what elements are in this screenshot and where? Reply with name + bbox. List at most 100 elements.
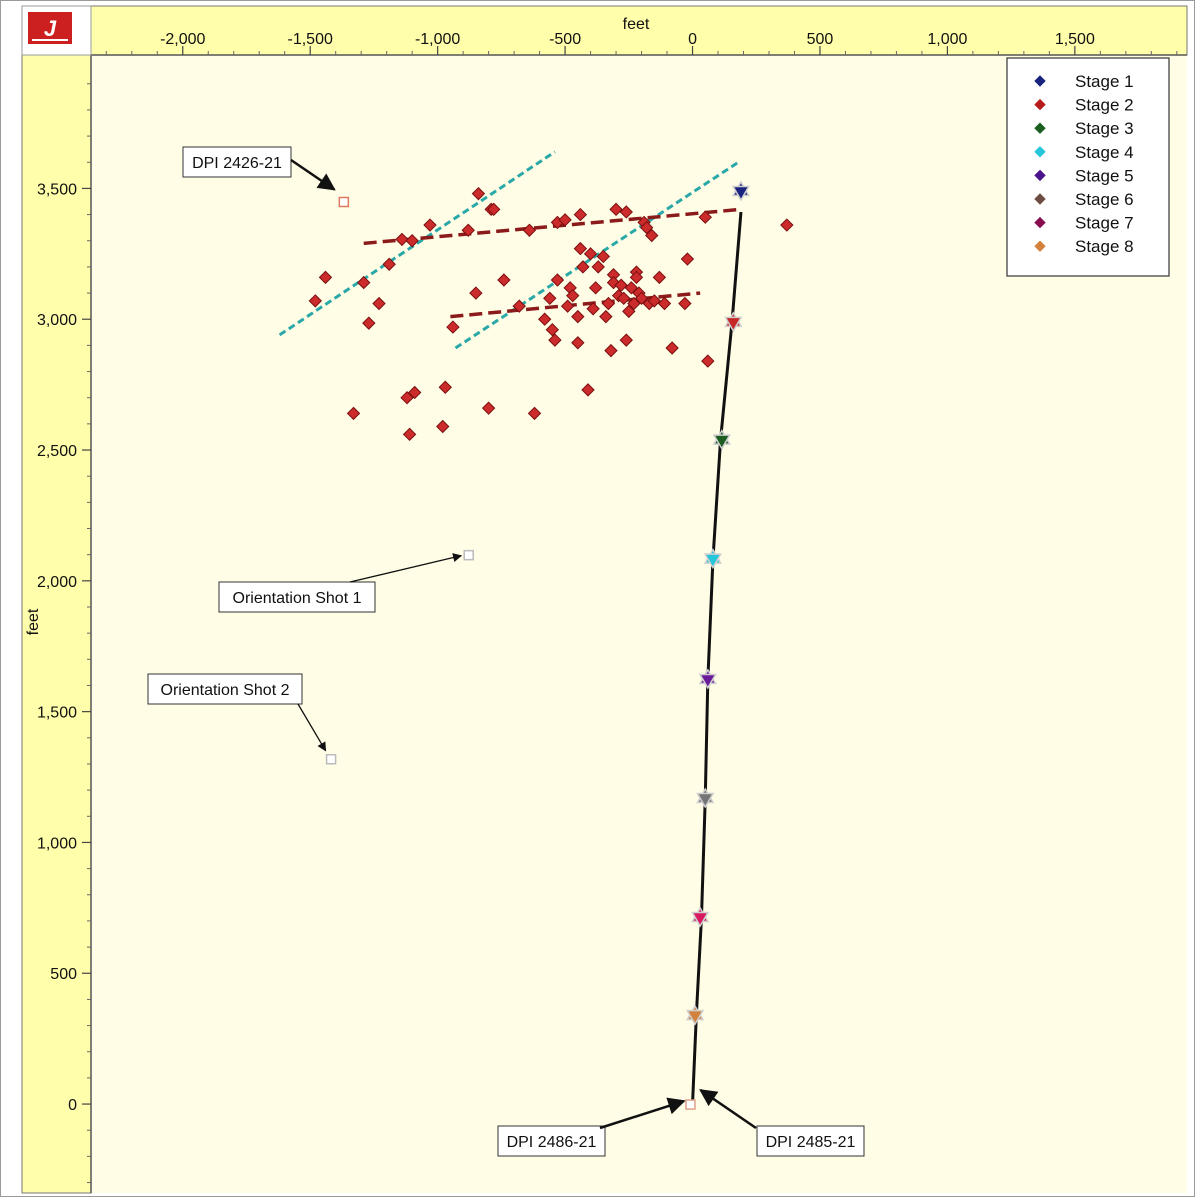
legend-marker: [1034, 75, 1046, 87]
trend-line-cyan: [278, 150, 556, 337]
event-point: [543, 291, 557, 306]
x-tick-label: 0: [688, 31, 697, 48]
event-point: [545, 322, 560, 337]
trend-line-cyan: [454, 161, 740, 350]
annotations: DPI 2426-21 DPI 2486-21 DPI 2485-21 Orienta…: [147, 146, 865, 1157]
app-logo: J: [21, 5, 92, 56]
well-label-2486-box: [497, 1125, 606, 1157]
marker-square: [338, 196, 350, 208]
stage-star: [731, 185, 751, 202]
well-label-2485-box: [756, 1125, 865, 1157]
y-tick-label: 1,500: [37, 705, 77, 722]
event-point: [619, 333, 633, 347]
marker-square: [685, 1099, 696, 1110]
event-point: [436, 419, 450, 434]
x-axis: -2,000 -1,500 -1,000 -500 0 500 1,000 1,500: [105, 31, 1178, 55]
event-point: [627, 296, 641, 311]
legend-marker: [1034, 169, 1046, 182]
event-point: [614, 278, 628, 292]
legend-marker: [1034, 122, 1046, 134]
x-tick-label: 1,000: [927, 31, 967, 48]
y-tick-label: 2,500: [37, 443, 77, 460]
stage-star: [691, 911, 710, 928]
legend-marker: [1034, 216, 1046, 229]
orientation-shot-2-text: Orientation Shot 2: [161, 682, 290, 699]
legend-marker: [1034, 193, 1046, 205]
y-tick-label: 3,000: [37, 312, 77, 329]
x-tick-label: -1,000: [415, 31, 460, 48]
event-point: [512, 299, 526, 313]
event-point: [395, 232, 409, 247]
event-point: [624, 281, 639, 295]
plot-area: [91, 55, 1187, 1193]
legend-label: Stage 6: [1075, 190, 1134, 209]
event-point: [576, 260, 590, 274]
stage-star: [698, 673, 717, 690]
event-point: [599, 309, 613, 324]
microseismic-events: [308, 186, 794, 442]
event-point: [586, 302, 600, 316]
stage-star: [703, 553, 723, 570]
x-tick-label: -2,000: [160, 31, 205, 48]
legend-marker: [1034, 146, 1046, 158]
trend-lines: [278, 150, 742, 350]
legend-label: Stage 1: [1075, 72, 1134, 91]
event-point: [550, 273, 565, 287]
event-point: [665, 341, 679, 355]
y-tick-label: 0: [68, 1097, 77, 1114]
legend-box: [1006, 57, 1170, 277]
event-point: [382, 257, 396, 271]
event-point: [537, 312, 552, 326]
legend: Stage 1 Stage 2 Stage 3 Stage 4 Stage 5 Stage…: [1006, 57, 1170, 277]
event-point: [372, 296, 386, 311]
event-point: [405, 234, 419, 248]
event-point: [652, 270, 667, 285]
y-axis: 0 500 1,000 1,500 2,000 2,500 3,000 3,500: [37, 83, 91, 1184]
event-point: [471, 186, 486, 201]
event-point: [402, 427, 417, 442]
stage-star: [685, 1009, 705, 1026]
legend-marker: [1034, 98, 1046, 111]
orientation-shot-2-box: [147, 673, 303, 705]
top-axis-band: [21, 5, 1188, 56]
event-point: [461, 223, 475, 237]
event-point: [588, 281, 603, 295]
event-point: [308, 294, 323, 308]
legend-label: Stage 2: [1075, 96, 1134, 115]
event-point: [407, 385, 422, 400]
event-point: [527, 406, 542, 421]
event-point: [566, 288, 580, 303]
event-point: [629, 270, 644, 285]
stage-star: [712, 434, 731, 451]
marker-square: [463, 549, 474, 561]
event-point: [701, 354, 715, 368]
stage-star: [696, 792, 715, 809]
event-point: [469, 286, 483, 300]
event-point: [522, 223, 537, 237]
y-tick-label: 3,500: [37, 181, 77, 198]
event-point: [400, 391, 414, 405]
event-point: [622, 304, 636, 319]
event-point: [647, 294, 662, 308]
well-label-2426-text: DPI 2426-21: [192, 155, 282, 172]
y-tick-label: 500: [50, 966, 77, 983]
annotation-arrow: [290, 158, 336, 191]
event-point: [616, 291, 631, 306]
x-tick-label: -500: [549, 31, 581, 48]
event-point: [680, 252, 695, 266]
marker-square: [325, 753, 337, 765]
event-point: [639, 220, 654, 235]
orientation-shot-1-box: [218, 581, 376, 613]
event-point: [497, 273, 511, 287]
event-point: [678, 296, 692, 311]
legend-label: Stage 5: [1075, 166, 1134, 185]
event-point: [558, 213, 572, 227]
trend-line-red: [363, 207, 742, 246]
y-axis-label: feet: [25, 608, 42, 635]
trend-line-red: [450, 291, 701, 319]
legend-label: Stage 7: [1075, 214, 1134, 233]
event-point: [657, 296, 672, 311]
event-point: [362, 316, 376, 330]
event-point: [601, 296, 616, 311]
